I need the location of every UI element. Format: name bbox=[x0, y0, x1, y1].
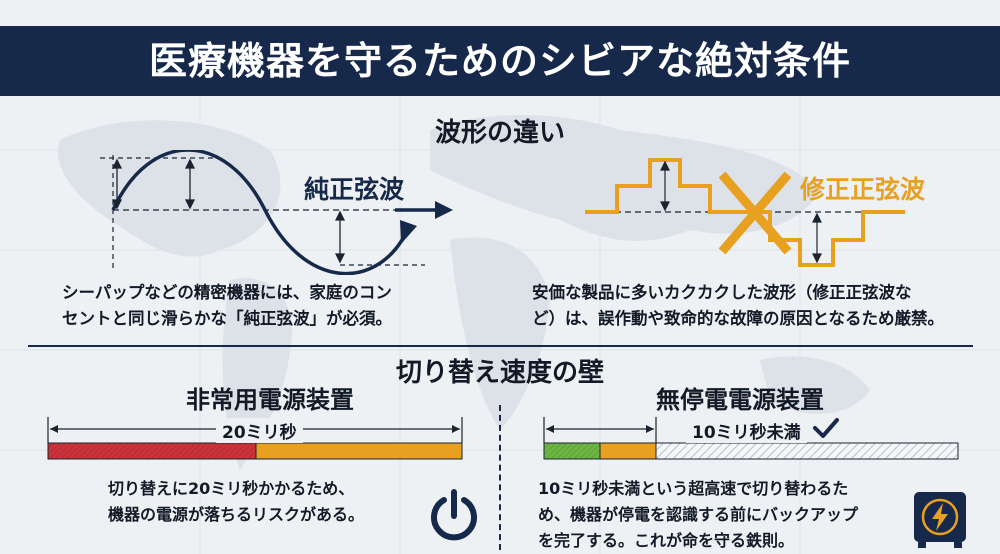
switch-speed-section-title: 切り替え速度の壁 bbox=[395, 358, 604, 388]
header-banner: 医療機器を守るためのシビアな絶対条件 bbox=[0, 26, 1000, 96]
ups-timing-bar bbox=[543, 417, 959, 460]
battery-lightning-icon bbox=[914, 492, 966, 548]
ups-bar-label: 10ミリ秒未満 bbox=[686, 418, 807, 443]
pure-sine-label: 純正弦波 bbox=[304, 175, 405, 204]
pure-sine-description: シーパップなどの精密機器には、家庭のコン セントと同じ滑らかな「純正弦波」が必須… bbox=[62, 283, 392, 328]
modified-sine-wave-diagram bbox=[585, 158, 905, 267]
ups-title: 無停電電源装置 bbox=[656, 386, 824, 414]
power-icon bbox=[431, 489, 477, 541]
emergency-bar-label: 20ミリ秒 bbox=[216, 418, 303, 443]
emergency-description: 切り替えに20ミリ秒かかるため、 機器の電源が落ちるリスクがある。 bbox=[108, 479, 365, 524]
section-divider bbox=[28, 345, 973, 347]
emergency-power-title: 非常用電源装置 bbox=[186, 386, 354, 414]
page-title: 医療機器を守るためのシビアな絶対条件 bbox=[148, 39, 851, 83]
modified-sine-description: 安価な製品に多いカクカクした波形（修正正弦波な ど）は、誤作動や致命的な故障の原… bbox=[532, 283, 945, 328]
emergency-timing-bar bbox=[47, 417, 463, 460]
waveform-section-title: 波形の違い bbox=[434, 118, 565, 148]
column-divider bbox=[499, 405, 501, 550]
cross-icon bbox=[718, 171, 792, 255]
pure-sine-wave-diagram bbox=[100, 150, 453, 275]
ups-description: 10ミリ秒未満という超高速で切り替わるた め、機器が停電を認識する前にバックアッ… bbox=[538, 479, 859, 550]
checkmark-icon bbox=[813, 418, 839, 438]
modified-sine-label: 修正正弦波 bbox=[800, 175, 926, 204]
